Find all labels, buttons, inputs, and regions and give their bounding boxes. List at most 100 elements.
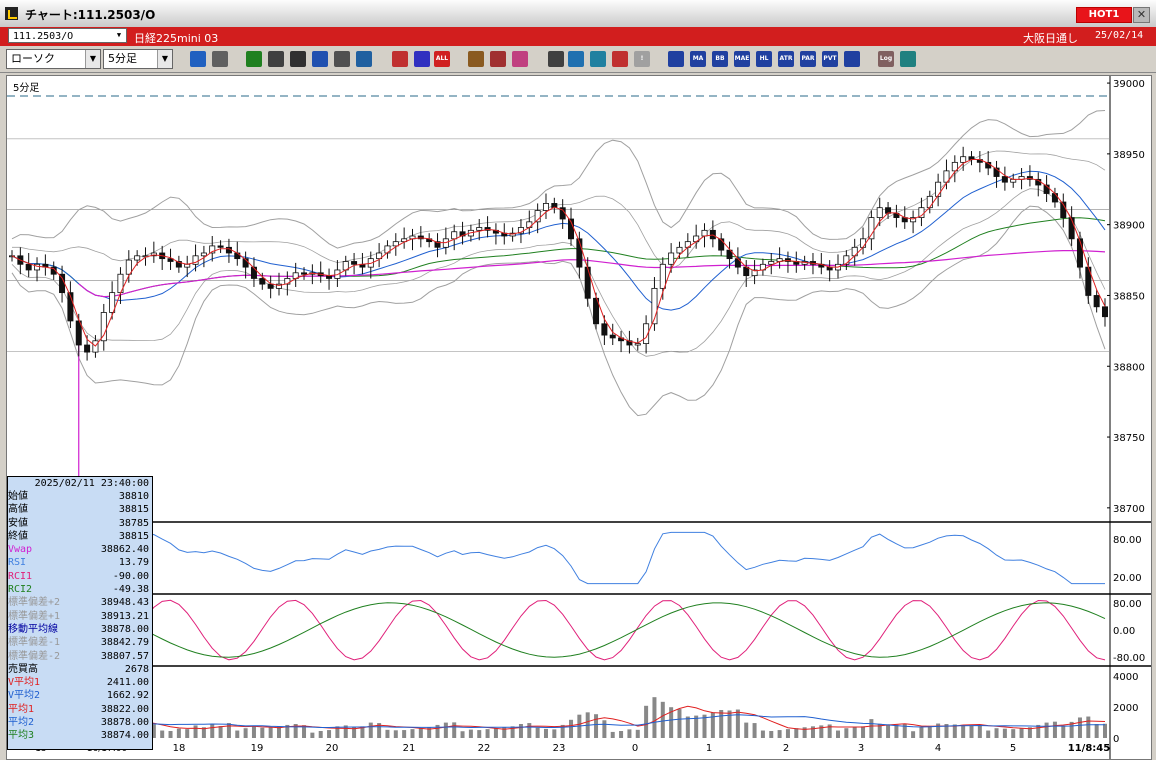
zoom-icon[interactable]	[190, 51, 206, 67]
info-label: 標準偏差-2	[8, 650, 61, 662]
info-row: 安値 38785	[8, 517, 152, 530]
volume-bar	[677, 709, 682, 738]
volume-bar	[352, 727, 357, 738]
volume-bar	[1103, 723, 1107, 738]
alert-icon[interactable]: !	[634, 51, 650, 67]
chart-canvas[interactable]: 39000 38950 38900 38850 38800 38750 38700 80.00…	[7, 76, 1151, 759]
hl-icon[interactable]: HL	[756, 51, 772, 67]
toolbar: ローソク ▼ 5分足 ▼ ALL! MA BB MAE HL ATR PAR PVT Log	[0, 46, 1156, 73]
volume-bar	[393, 730, 398, 738]
candle-body	[84, 344, 91, 353]
x-axis-label: 21	[403, 743, 416, 754]
volume-bar	[986, 730, 991, 738]
volume-bar	[218, 726, 223, 738]
volume-tick-label: 4000	[1113, 672, 1138, 683]
compare-icon[interactable]	[612, 51, 628, 67]
chart-type-select[interactable]: ローソク ▼	[6, 49, 101, 69]
interval-select[interactable]: 5分足 ▼	[103, 49, 173, 69]
download-icon[interactable]	[548, 51, 564, 67]
crosshair-icon[interactable]	[212, 51, 228, 67]
candle-body	[935, 181, 942, 197]
line-icon[interactable]	[268, 51, 284, 67]
bar-chart-icon[interactable]	[590, 51, 606, 67]
search-chart-icon[interactable]	[568, 51, 584, 67]
palette-icon[interactable]	[512, 51, 528, 67]
chart-window[interactable]: 39000 38950 38900 38850 38800 38750 38700 80.00…	[6, 75, 1152, 760]
date-label: 25/02/14	[1095, 30, 1144, 41]
chevron-down-icon[interactable]: ▼	[116, 31, 122, 39]
ma-icon[interactable]: MA	[690, 51, 706, 67]
vwap-line	[78, 250, 1106, 298]
info-value: 1662.92	[106, 690, 149, 702]
interval-value: 5分足	[108, 52, 137, 65]
gear-icon[interactable]	[468, 51, 484, 67]
pencil-icon[interactable]	[246, 51, 262, 67]
par-icon[interactable]: PAR	[800, 51, 816, 67]
close-button[interactable]: ✕	[1133, 7, 1150, 23]
info-label: 移動平均線	[8, 623, 58, 635]
rci1-line	[11, 599, 1106, 661]
frame-icon[interactable]	[844, 51, 860, 67]
volume-bar	[343, 725, 348, 738]
candle-icon[interactable]	[392, 51, 408, 67]
volume-bar	[810, 726, 815, 738]
candle-body	[192, 255, 199, 265]
info-label: 平均3	[8, 730, 35, 742]
volume-bar	[769, 731, 774, 738]
info-label: RSI	[8, 557, 27, 569]
info-label: 高値	[8, 504, 28, 516]
candle-body	[1093, 295, 1100, 308]
volume-bar	[1044, 722, 1049, 738]
volume-bar	[802, 727, 807, 738]
candle-alt-icon[interactable]	[414, 51, 430, 67]
info-label: RCI1	[8, 570, 33, 582]
candle-body	[451, 231, 458, 240]
volume-bar	[543, 728, 548, 738]
volume-bar	[1094, 724, 1099, 738]
log-icon[interactable]: Log	[878, 51, 894, 67]
volume-bar	[911, 731, 916, 738]
list-icon[interactable]	[334, 51, 350, 67]
volume-bar	[735, 709, 740, 738]
volume-bar	[744, 722, 749, 738]
all-icon[interactable]: ALL	[434, 51, 450, 67]
volume-bar	[377, 723, 382, 738]
info-value: 38815	[118, 530, 149, 542]
candle-body	[259, 278, 266, 285]
info-label: 平均1	[8, 703, 35, 715]
candle-body	[109, 292, 116, 313]
bb-icon[interactable]: BB	[712, 51, 728, 67]
volume-bar	[460, 731, 465, 738]
price-tick-label: 38950	[1113, 150, 1145, 161]
atr-icon[interactable]: ATR	[778, 51, 794, 67]
volume-bar	[610, 731, 615, 738]
volume-bar	[886, 724, 891, 738]
info-label: 平均2	[8, 717, 35, 729]
volume-bar	[1011, 729, 1016, 738]
symbol-input[interactable]: 111.2503/O ▼	[8, 28, 127, 43]
pvt-icon[interactable]: PVT	[822, 51, 838, 67]
trash-icon[interactable]	[356, 51, 372, 67]
candle-body	[701, 229, 708, 237]
volume-bar	[510, 726, 515, 738]
info-value: 38785	[118, 517, 149, 529]
info-value: -90.00	[112, 570, 149, 582]
chevron-down-icon[interactable]: ▼	[85, 50, 100, 68]
wrench-icon[interactable]	[490, 51, 506, 67]
candle-body	[534, 210, 541, 223]
candle-body	[250, 266, 257, 279]
candle-body	[868, 217, 875, 240]
volume-bar	[752, 723, 757, 738]
volume-bar	[210, 724, 215, 738]
undo-icon[interactable]	[312, 51, 328, 67]
chevron-down-icon[interactable]: ▼	[157, 50, 172, 68]
volume-bar	[1077, 717, 1082, 738]
export-icon[interactable]	[900, 51, 916, 67]
x-axis-label: 1	[706, 743, 712, 754]
hot-button[interactable]: HOT1	[1076, 7, 1132, 23]
rsi-tick-label: 20.00	[1113, 573, 1142, 584]
volume-bar	[552, 729, 557, 738]
grid-icon[interactable]	[668, 51, 684, 67]
mae-icon[interactable]: MAE	[734, 51, 750, 67]
pointer-icon[interactable]	[290, 51, 306, 67]
